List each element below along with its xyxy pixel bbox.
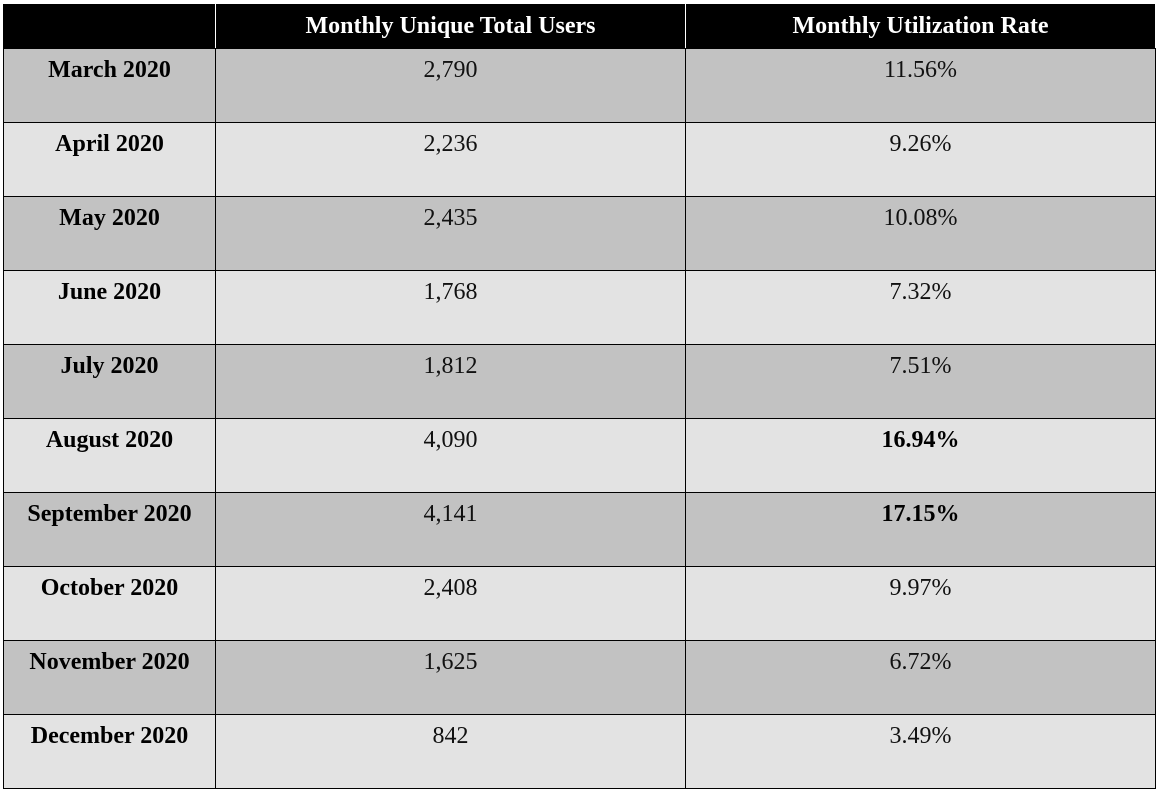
rate-cell: 10.08% <box>685 196 1156 271</box>
month-cell: April 2020 <box>3 122 216 197</box>
users-cell: 2,236 <box>215 122 686 197</box>
rate-cell: 7.32% <box>685 270 1156 345</box>
month-cell: November 2020 <box>3 640 216 715</box>
rate-cell: 9.97% <box>685 566 1156 641</box>
table-row: July 2020 1,812 7.51% <box>3 344 1156 419</box>
rate-cell: 7.51% <box>685 344 1156 419</box>
month-cell: March 2020 <box>3 48 216 123</box>
rate-cell: 17.15% <box>685 492 1156 567</box>
users-cell: 1,812 <box>215 344 686 419</box>
table-row: September 2020 4,141 17.15% <box>3 492 1156 567</box>
table-row: May 2020 2,435 10.08% <box>3 196 1156 271</box>
month-cell: August 2020 <box>3 418 216 493</box>
users-cell: 4,141 <box>215 492 686 567</box>
rate-cell: 11.56% <box>685 48 1156 123</box>
users-cell: 842 <box>215 714 686 789</box>
table-row: October 2020 2,408 9.97% <box>3 566 1156 641</box>
table-row: August 2020 4,090 16.94% <box>3 418 1156 493</box>
users-cell: 2,435 <box>215 196 686 271</box>
utilization-table: Monthly Unique Total Users Monthly Utili… <box>3 3 1156 789</box>
header-row: Monthly Unique Total Users Monthly Utili… <box>3 3 1156 49</box>
table-row: December 2020 842 3.49% <box>3 714 1156 789</box>
month-cell: June 2020 <box>3 270 216 345</box>
table-row: March 2020 2,790 11.56% <box>3 48 1156 123</box>
table-row: June 2020 1,768 7.32% <box>3 270 1156 345</box>
users-cell: 1,625 <box>215 640 686 715</box>
users-cell: 2,408 <box>215 566 686 641</box>
header-rate: Monthly Utilization Rate <box>685 3 1156 49</box>
month-cell: September 2020 <box>3 492 216 567</box>
month-cell: July 2020 <box>3 344 216 419</box>
rate-cell: 9.26% <box>685 122 1156 197</box>
table-row: April 2020 2,236 9.26% <box>3 122 1156 197</box>
users-cell: 4,090 <box>215 418 686 493</box>
rate-cell: 6.72% <box>685 640 1156 715</box>
table-row: November 2020 1,625 6.72% <box>3 640 1156 715</box>
month-cell: October 2020 <box>3 566 216 641</box>
month-cell: December 2020 <box>3 714 216 789</box>
header-corner-cell <box>3 3 216 49</box>
table-body: March 2020 2,790 11.56% April 2020 2,236 9.26… <box>3 48 1156 789</box>
header-users: Monthly Unique Total Users <box>215 3 686 49</box>
users-cell: 2,790 <box>215 48 686 123</box>
month-cell: May 2020 <box>3 196 216 271</box>
rate-cell: 3.49% <box>685 714 1156 789</box>
users-cell: 1,768 <box>215 270 686 345</box>
rate-cell: 16.94% <box>685 418 1156 493</box>
table-header: Monthly Unique Total Users Monthly Utili… <box>3 3 1156 49</box>
